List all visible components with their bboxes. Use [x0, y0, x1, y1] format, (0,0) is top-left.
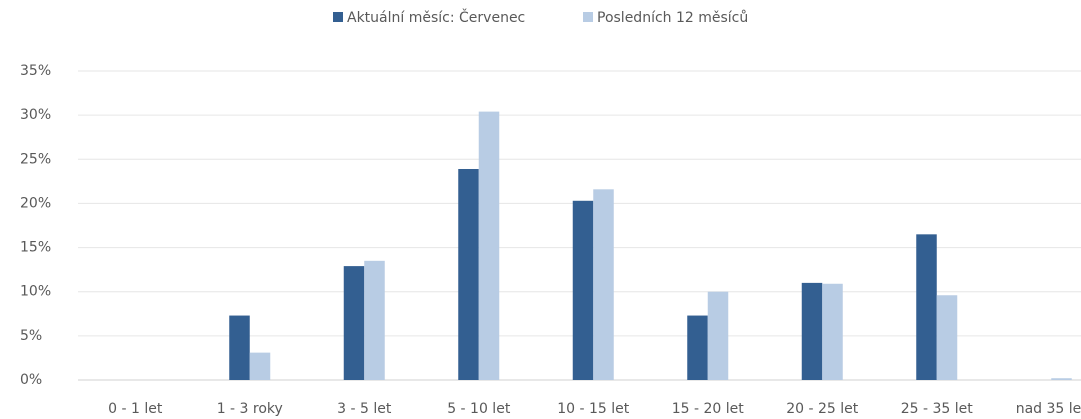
y-tick-label: 30% [20, 107, 51, 123]
x-tick-label: 5 - 10 let [447, 401, 511, 417]
legend-label: Posledních 12 měsíců [597, 10, 748, 26]
bar [801, 282, 823, 380]
bar [458, 168, 479, 380]
bar [572, 200, 594, 380]
legend-swatch [583, 12, 593, 22]
bar [343, 266, 365, 380]
bar [687, 315, 708, 380]
x-tick-label: 15 - 20 let [672, 401, 745, 417]
legend-swatch [333, 12, 343, 22]
y-tick-label: 35% [20, 63, 51, 79]
bar [1051, 378, 1072, 380]
y-tick-label: 25% [20, 151, 51, 167]
y-tick-label: 0% [20, 372, 42, 388]
x-tick-label: 1 - 3 roky [217, 401, 283, 417]
y-tick-label: 5% [20, 328, 42, 344]
x-tick-label: nad 35 let [1016, 401, 1081, 417]
x-tick-label: 25 - 35 let [901, 401, 974, 417]
bar [478, 111, 500, 381]
bar [707, 291, 729, 380]
x-tick-label: 0 - 1 let [108, 401, 163, 417]
y-tick-label: 15% [20, 240, 51, 256]
x-tick-label: 3 - 5 let [337, 401, 392, 417]
bar [916, 234, 937, 380]
x-tick-label: 10 - 15 let [557, 401, 630, 417]
bar [936, 295, 958, 380]
bar [229, 315, 250, 380]
legend-label: Aktuální měsíc: Červenec [347, 8, 525, 26]
bar [364, 260, 385, 380]
bar [822, 283, 843, 380]
y-tick-label: 20% [20, 195, 51, 211]
y-tick-label: 10% [20, 284, 51, 300]
bar [593, 189, 614, 380]
x-tick-label: 20 - 25 let [786, 401, 859, 417]
bar [249, 352, 271, 380]
